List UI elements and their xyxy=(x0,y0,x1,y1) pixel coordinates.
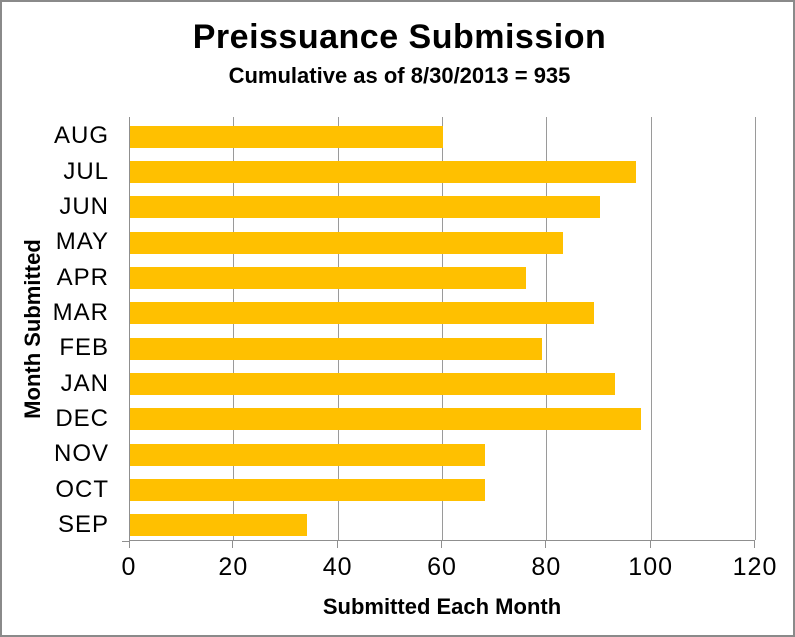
bar-mar xyxy=(130,302,595,325)
gridline-x-40 xyxy=(337,117,339,540)
gridline-x-20 xyxy=(233,117,235,540)
chart-title: Preissuance Submission xyxy=(192,18,607,56)
x-tick-mark-40 xyxy=(336,541,338,548)
plot-area xyxy=(129,117,756,541)
bar-may xyxy=(130,231,563,254)
category-label-may: MAY xyxy=(55,228,109,256)
bar-apr xyxy=(130,267,527,289)
gridline-x-60 xyxy=(442,117,443,540)
y-axis-title: Month Submitted xyxy=(20,239,45,419)
x-tick-label-60: 60 xyxy=(427,553,457,581)
x-tick-label-100: 100 xyxy=(628,553,674,581)
x-tick-mark-100 xyxy=(649,541,651,548)
bar-jul xyxy=(130,161,637,183)
x-tick-label-80: 80 xyxy=(531,553,562,581)
category-label-mar: MAR xyxy=(52,298,109,326)
category-label-nov: NOV xyxy=(53,440,109,468)
x-tick-label-40: 40 xyxy=(322,553,353,581)
x-tick-label-120: 120 xyxy=(732,553,778,581)
category-label-dec: DEC xyxy=(55,404,109,432)
bar-sep xyxy=(130,514,308,537)
bar-aug xyxy=(130,125,443,148)
x-tick-mark-20 xyxy=(232,541,234,548)
x-axis-title: Submitted Each Month xyxy=(322,594,562,619)
category-label-jul: JUL xyxy=(63,157,109,185)
category-label-oct: OCT xyxy=(55,475,109,503)
bar-dec xyxy=(130,408,642,431)
bar-jan xyxy=(130,373,616,395)
category-label-jan: JAN xyxy=(60,369,109,397)
category-label-feb: FEB xyxy=(59,334,109,362)
category-label-apr: APR xyxy=(56,263,109,291)
gridline-x-80 xyxy=(546,117,548,540)
gridline-x-100 xyxy=(650,117,652,540)
bar-nov xyxy=(130,443,485,466)
category-label-jun: JUN xyxy=(59,192,109,220)
gridline-x-120 xyxy=(755,117,756,540)
x-tick-mark-60 xyxy=(441,541,442,548)
x-tick-mark-80 xyxy=(545,541,547,548)
x-tick-label-0: 0 xyxy=(121,553,137,581)
chart-subtitle: Cumulative as of 8/30/2013 = 935 xyxy=(228,63,571,88)
category-label-sep: SEP xyxy=(57,510,109,538)
bar-feb xyxy=(130,337,543,360)
x-tick-mark-0 xyxy=(129,541,130,548)
bar-jun xyxy=(130,196,600,219)
x-tick-label-20: 20 xyxy=(218,553,249,581)
x-tick-mark-120 xyxy=(754,541,755,548)
category-label-aug: AUG xyxy=(53,122,109,150)
bar-oct xyxy=(130,479,485,501)
axis-crossing-tick xyxy=(122,541,129,542)
